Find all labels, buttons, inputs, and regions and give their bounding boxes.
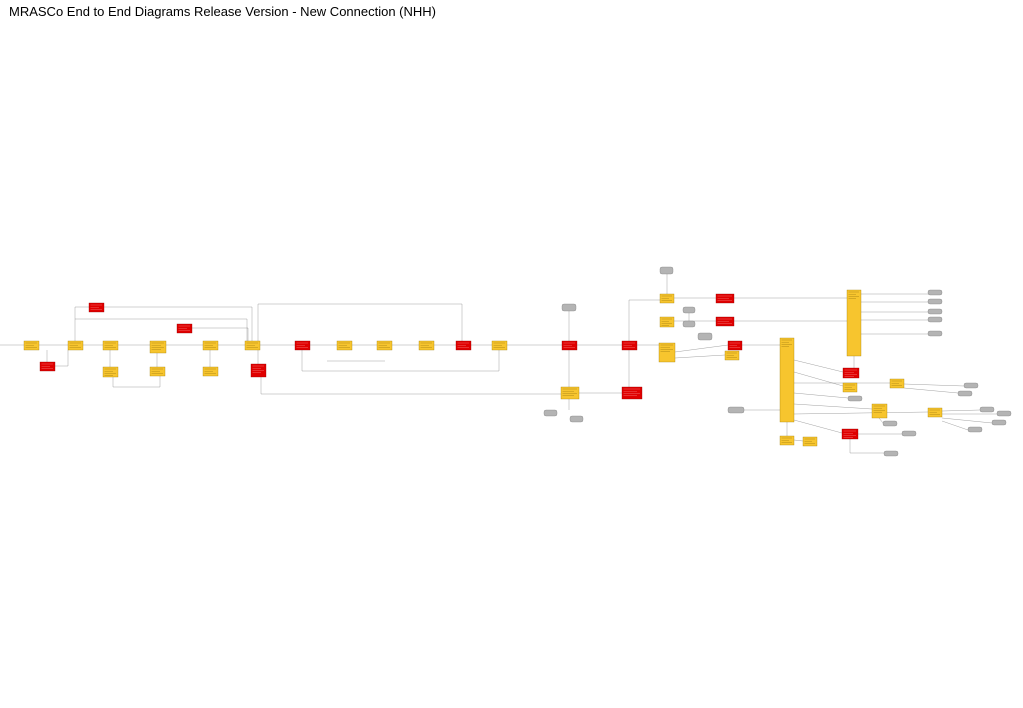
process-box[interactable]: [336, 340, 353, 351]
external-box[interactable]: [927, 298, 943, 305]
connector-line: [192, 327, 249, 341]
external-box[interactable]: [927, 330, 943, 337]
external-box[interactable]: [682, 320, 696, 328]
connector-line: [74, 306, 89, 341]
external-box[interactable]: [901, 430, 917, 437]
external-box[interactable]: [659, 266, 674, 275]
process-box[interactable]: [724, 350, 740, 361]
process-box[interactable]: [202, 340, 219, 351]
process-box[interactable]: [846, 289, 862, 357]
external-box[interactable]: [927, 289, 943, 296]
external-box[interactable]: [927, 308, 943, 315]
process-box[interactable]: [149, 366, 166, 377]
connector-line: [257, 303, 463, 341]
connector-line: [793, 359, 844, 373]
connector-line: [674, 344, 729, 353]
external-box[interactable]: [543, 409, 558, 417]
decision-box[interactable]: [294, 340, 311, 351]
connector-line: [55, 350, 69, 367]
connector-line: [793, 403, 873, 410]
decision-box[interactable]: [176, 323, 193, 334]
external-box[interactable]: [883, 450, 899, 457]
connector-line: [628, 299, 660, 341]
external-box[interactable]: [963, 382, 979, 389]
connector-line: [903, 383, 965, 387]
connector-line: [104, 306, 253, 341]
process-box[interactable]: [102, 366, 119, 378]
connector-line: [793, 371, 844, 387]
external-box[interactable]: [991, 419, 1007, 426]
external-box[interactable]: [682, 306, 696, 314]
connector-line: [793, 392, 849, 399]
external-box[interactable]: [967, 426, 983, 433]
decision-box[interactable]: [621, 340, 638, 351]
connector-line: [941, 417, 993, 424]
page-title: MRASCo End to End Diagrams Release Versi…: [9, 4, 437, 19]
external-box[interactable]: [697, 332, 713, 341]
external-box[interactable]: [882, 420, 898, 427]
connector-line: [793, 419, 843, 434]
decision-box[interactable]: [842, 367, 860, 379]
connector-line: [941, 409, 981, 412]
process-box[interactable]: [67, 340, 84, 351]
process-box[interactable]: [376, 340, 393, 351]
process-box[interactable]: [842, 382, 858, 393]
process-box[interactable]: [102, 340, 119, 351]
connector-line: [941, 420, 969, 431]
decision-box[interactable]: [455, 340, 472, 351]
connector-line: [903, 387, 959, 394]
process-box[interactable]: [658, 342, 676, 363]
process-box[interactable]: [779, 435, 795, 446]
external-box[interactable]: [979, 406, 995, 413]
connectors: [0, 274, 997, 454]
connector-line: [849, 439, 884, 454]
external-box[interactable]: [569, 415, 584, 423]
process-box[interactable]: [560, 386, 580, 400]
process-box[interactable]: [149, 340, 167, 354]
process-nodes: [23, 266, 1012, 457]
connector-line: [793, 439, 804, 442]
connector-line: [878, 417, 884, 424]
process-box[interactable]: [889, 378, 905, 389]
process-box[interactable]: [871, 403, 888, 419]
connector-line: [793, 411, 929, 415]
process-box[interactable]: [802, 436, 818, 447]
process-box[interactable]: [491, 340, 508, 351]
external-box[interactable]: [957, 390, 973, 397]
process-box[interactable]: [659, 316, 675, 328]
decision-box[interactable]: [727, 340, 743, 351]
process-box[interactable]: [659, 293, 675, 304]
decision-box[interactable]: [841, 428, 859, 440]
process-box[interactable]: [244, 340, 261, 351]
decision-box[interactable]: [561, 340, 578, 351]
process-box[interactable]: [779, 337, 795, 423]
external-box[interactable]: [927, 316, 943, 323]
connector-line: [112, 376, 161, 388]
decision-box[interactable]: [88, 302, 105, 313]
connector-line: [75, 318, 248, 341]
process-box[interactable]: [418, 340, 435, 351]
connector-line: [260, 377, 562, 395]
external-box[interactable]: [727, 406, 745, 414]
decision-box[interactable]: [39, 361, 56, 372]
decision-box[interactable]: [621, 386, 643, 400]
external-box[interactable]: [561, 303, 577, 312]
decision-box[interactable]: [715, 293, 735, 304]
process-box[interactable]: [202, 366, 219, 377]
connector-line: [674, 354, 726, 359]
external-box[interactable]: [847, 395, 863, 402]
decision-box[interactable]: [715, 316, 735, 327]
connector-line: [301, 350, 500, 372]
process-box[interactable]: [23, 340, 40, 351]
external-box[interactable]: [996, 410, 1012, 417]
process-box[interactable]: [927, 407, 943, 418]
